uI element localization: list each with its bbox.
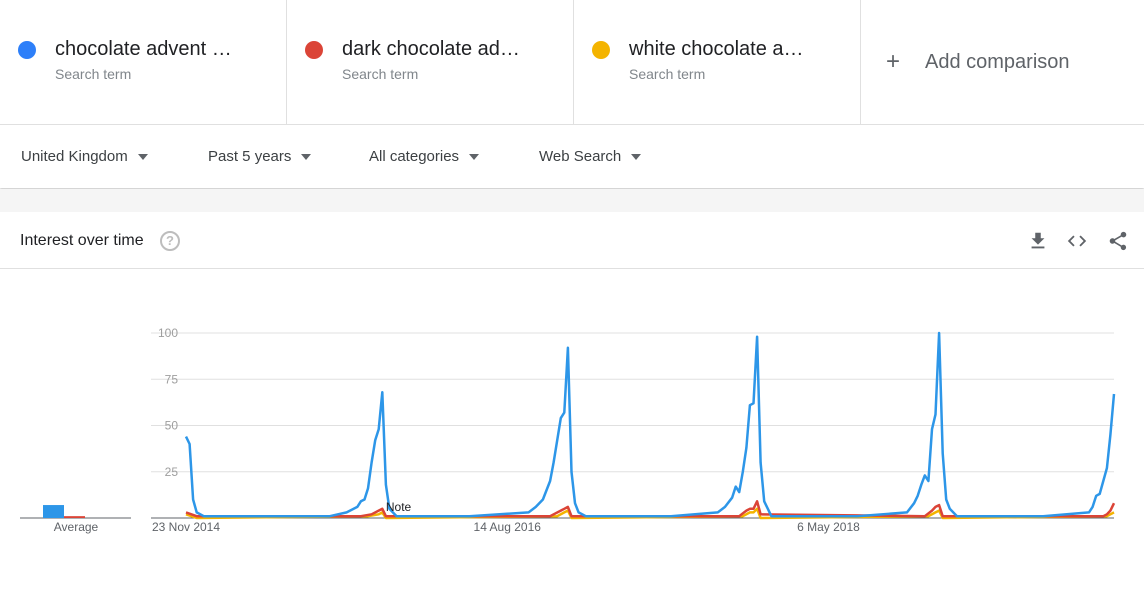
search-terms-bar: chocolate advent … Search term dark choc… <box>0 0 1144 125</box>
term-type: Search term <box>55 66 132 82</box>
chevron-down-icon <box>469 154 480 161</box>
card-header: Interest over time ? <box>0 212 1144 269</box>
average-bar <box>64 516 85 518</box>
term-name: white chocolate a… <box>629 38 804 60</box>
term-type: Search term <box>629 66 706 82</box>
note-annotation: Note <box>386 500 412 514</box>
region-dropdown[interactable]: United Kingdom <box>21 148 148 165</box>
term-color-dot <box>592 41 610 59</box>
category-dropdown[interactable]: All categories <box>369 148 480 165</box>
filter-bar: United Kingdom Past 5 years All categori… <box>0 125 1144 188</box>
add-comparison-label: Add comparison <box>925 51 1070 73</box>
y-tick-label: 25 <box>165 465 179 479</box>
term-name: dark chocolate ad… <box>342 38 520 60</box>
x-tick-label: 14 Aug 2016 <box>474 520 542 534</box>
term-name: chocolate advent … <box>55 38 232 60</box>
term-color-dot <box>18 41 36 59</box>
x-tick-label: 23 Nov 2014 <box>152 520 220 534</box>
plus-icon: + <box>886 48 901 75</box>
term-color-dot <box>305 41 323 59</box>
search-type-value: Web Search <box>539 148 622 165</box>
download-icon[interactable] <box>1027 230 1049 252</box>
search-term-2[interactable]: dark chocolate ad… Search term <box>287 0 574 124</box>
series-line <box>185 500 1116 518</box>
card-title: Interest over time <box>20 232 144 249</box>
y-tick-label: 50 <box>165 419 179 433</box>
help-icon[interactable]: ? <box>160 231 180 251</box>
region-value: United Kingdom <box>21 148 128 165</box>
chevron-down-icon <box>137 154 148 161</box>
time-range-dropdown[interactable]: Past 5 years <box>208 148 312 165</box>
search-type-dropdown[interactable]: Web Search <box>539 148 642 165</box>
chart-svg: 25 50 75 100 23 Nov 2014 14 Aug 2016 6 May 201… <box>20 326 1116 534</box>
search-term-3[interactable]: white chocolate a… Search term <box>574 0 861 124</box>
series-line <box>184 331 1116 518</box>
time-range-value: Past 5 years <box>208 148 292 165</box>
interest-over-time-chart: 25 50 75 100 23 Nov 2014 14 Aug 2016 6 May 201… <box>0 269 1144 601</box>
embed-code-icon[interactable] <box>1066 230 1088 252</box>
chevron-down-icon <box>631 154 642 161</box>
term-type: Search term <box>342 66 419 82</box>
add-comparison-button[interactable]: + Add comparison <box>861 0 1144 124</box>
y-tick-label: 75 <box>165 372 179 386</box>
x-tick-label: 6 May 2018 <box>797 520 860 534</box>
y-tick-label: 100 <box>158 326 178 340</box>
average-label: Average <box>54 520 99 534</box>
chevron-down-icon <box>301 154 312 161</box>
average-bar <box>43 505 64 518</box>
section-separator <box>0 189 1144 212</box>
category-value: All categories <box>369 148 460 165</box>
search-term-1[interactable]: chocolate advent … Search term <box>0 0 287 124</box>
share-icon[interactable] <box>1107 230 1129 252</box>
